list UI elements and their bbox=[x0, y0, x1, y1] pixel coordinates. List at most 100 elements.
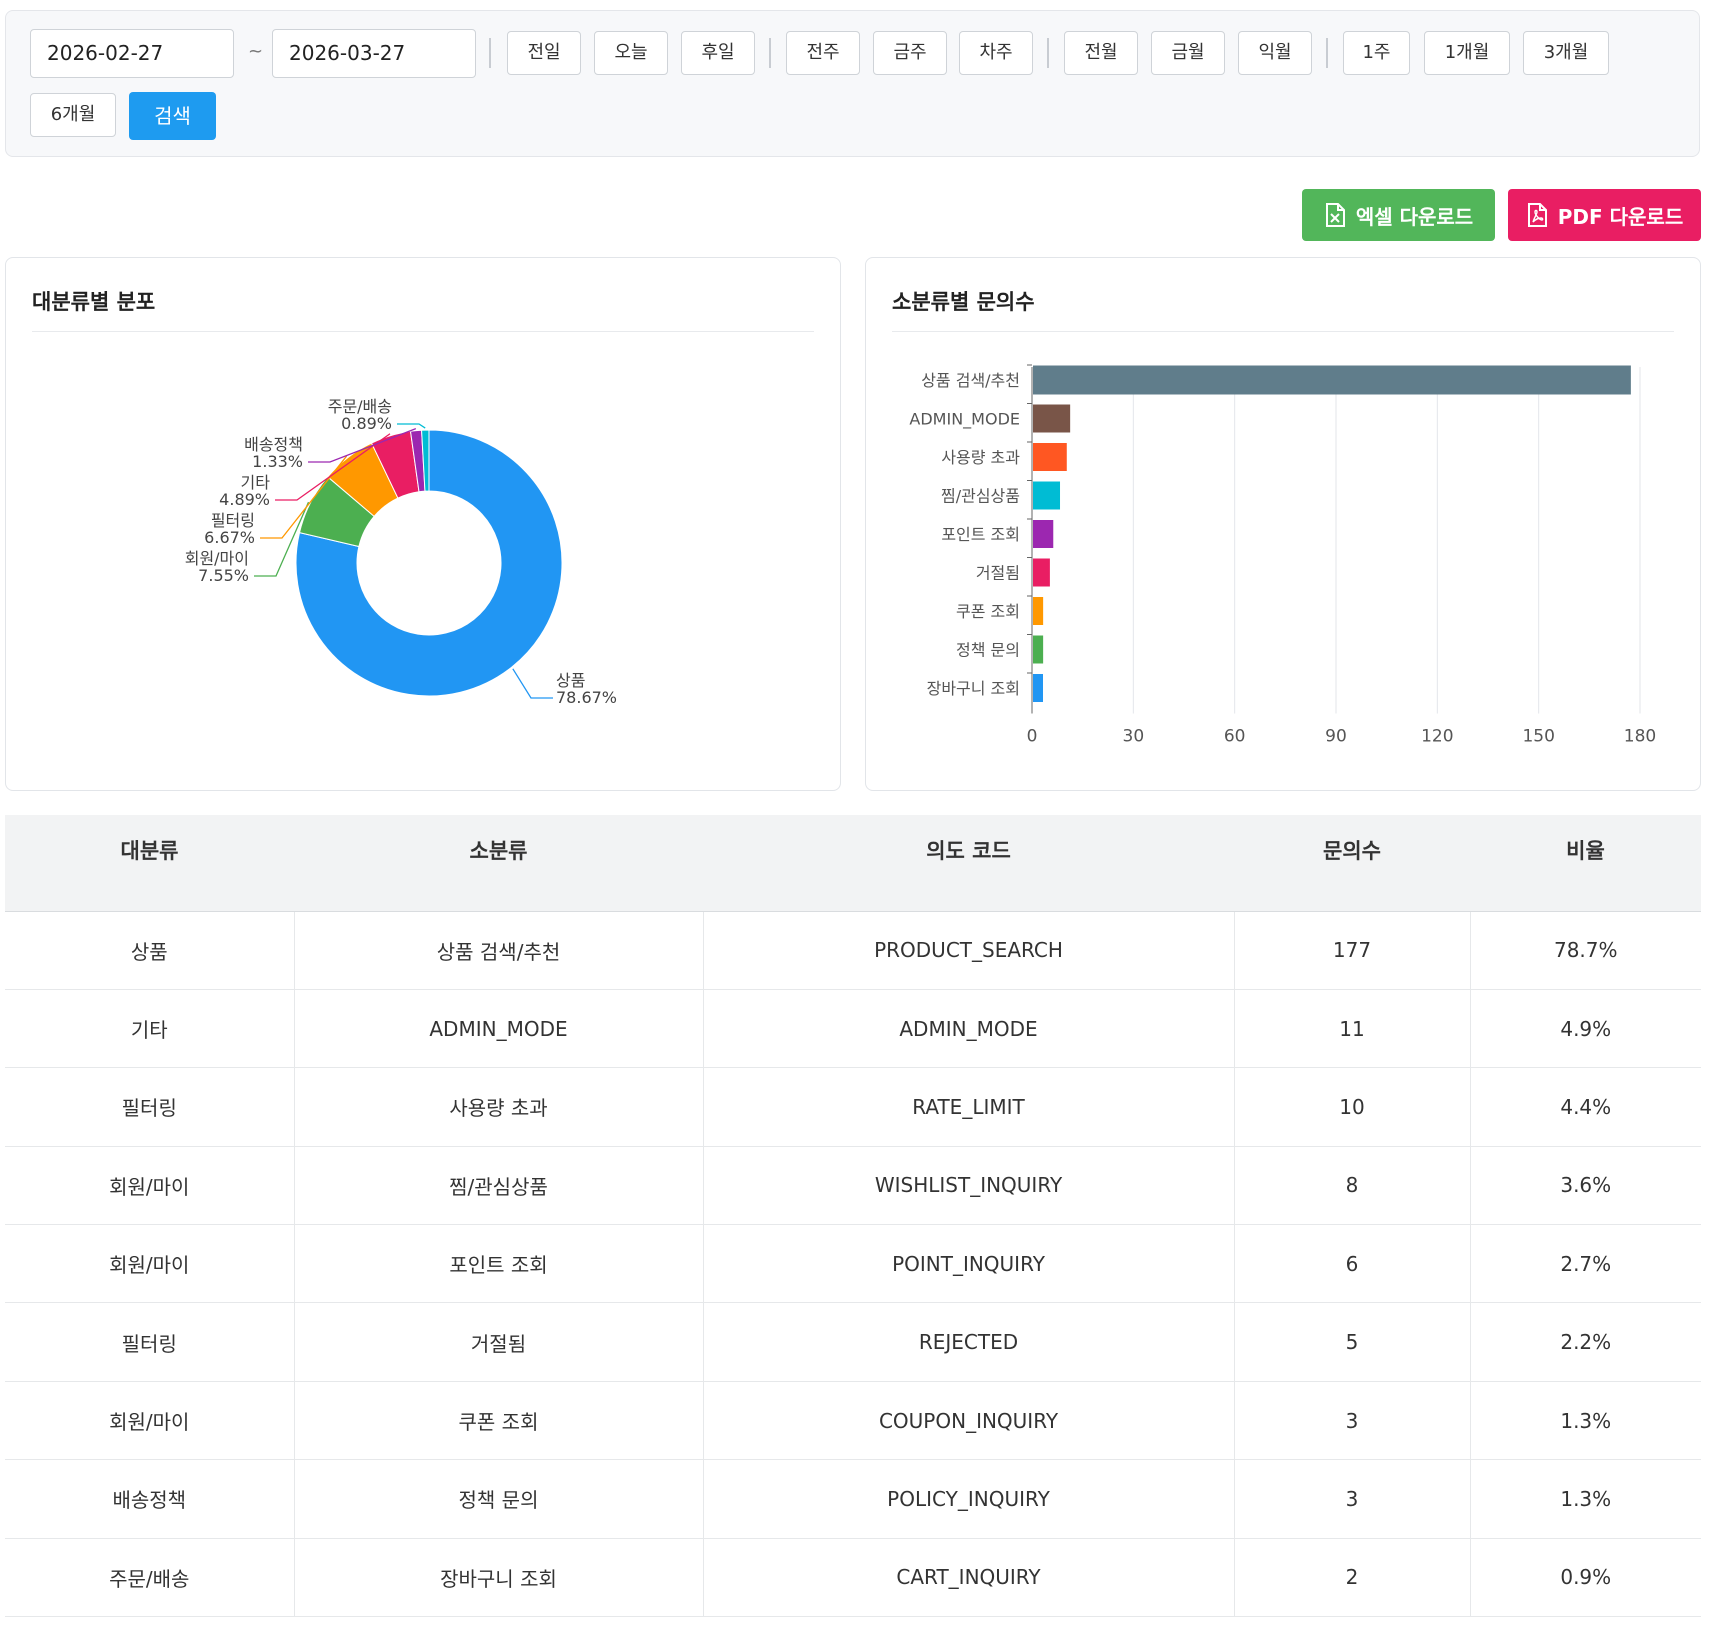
bar-chart-x-tick-label: 60 bbox=[1224, 727, 1246, 747]
ratio-cell: 1.3% bbox=[1470, 1381, 1701, 1461]
subcategory-count-title: 소분류별 문의수 bbox=[892, 290, 1035, 314]
sub-category-cell: 장바구니 조회 bbox=[294, 1538, 704, 1618]
header-ratio: 비율 bbox=[1470, 815, 1701, 912]
six-month-button[interactable]: 6개월 bbox=[30, 93, 116, 137]
subcategory-count-card: 소분류별 문의수 0 30 60 90 120 150 180 상품 검색/추천 ADMIN_M… bbox=[865, 257, 1701, 791]
card-divider bbox=[892, 331, 1674, 332]
header-sub-category: 소분류 bbox=[294, 815, 703, 912]
major-category-cell: 필터링 bbox=[5, 1067, 295, 1147]
sub-category-cell: 사용량 초과 bbox=[294, 1067, 704, 1147]
header-intent-code: 의도 코드 bbox=[703, 815, 1234, 912]
separator bbox=[769, 38, 771, 68]
bar-chart-bar[interactable] bbox=[1033, 558, 1050, 587]
bar-chart-bar[interactable] bbox=[1033, 520, 1054, 548]
table-row: 상품 상품 검색/추천 PRODUCT_SEARCH 177 78.7% bbox=[5, 911, 1701, 990]
next-day-button[interactable]: 후일 bbox=[681, 31, 755, 75]
sub-category-cell: 찜/관심상품 bbox=[294, 1146, 704, 1226]
this-week-button[interactable]: 금주 bbox=[873, 31, 947, 75]
category-distribution-title: 대분류별 분포 bbox=[32, 290, 156, 314]
prev-day-button[interactable]: 전일 bbox=[507, 31, 581, 75]
major-category-cell: 주문/배송 bbox=[5, 1538, 295, 1618]
bar-chart-bar[interactable] bbox=[1033, 443, 1067, 471]
donut-slice-name-label: 회원/마이 bbox=[185, 549, 249, 568]
pdf-download-button[interactable]: PDF 다운로드 bbox=[1508, 189, 1701, 241]
excel-download-button[interactable]: 엑셀 다운로드 bbox=[1302, 189, 1495, 241]
major-category-cell: 배송정책 bbox=[5, 1459, 295, 1539]
bar-chart-bar[interactable] bbox=[1033, 597, 1044, 625]
three-month-button[interactable]: 3개월 bbox=[1523, 31, 1609, 75]
donut-slice-name-label: 상품 bbox=[556, 671, 585, 690]
major-category-cell: 기타 bbox=[5, 989, 295, 1069]
table-row: 배송정책 정책 문의 POLICY_INQUIRY 3 1.3% bbox=[5, 1459, 1701, 1539]
sub-category-cell: 정책 문의 bbox=[294, 1459, 704, 1539]
donut-slice-percent-label: 1.33% bbox=[252, 452, 303, 471]
category-distribution-card: 대분류별 분포 상품 78.67% 회원/마이 7.55% 필터링 6.67% 기타 4.89… bbox=[5, 257, 841, 791]
bar-chart-bar[interactable] bbox=[1033, 481, 1061, 510]
intent-code-cell: ADMIN_MODE bbox=[703, 989, 1235, 1069]
excel-file-icon bbox=[1325, 203, 1345, 227]
table-header-row: 대분류 소분류 의도 코드 문의수 비율 bbox=[5, 815, 1701, 912]
inquiry-count-cell: 11 bbox=[1234, 989, 1471, 1069]
intent-code-cell: POINT_INQUIRY bbox=[703, 1224, 1235, 1304]
sub-category-cell: 포인트 조회 bbox=[294, 1224, 704, 1304]
next-week-button[interactable]: 차주 bbox=[959, 31, 1033, 75]
bar-chart-bar[interactable] bbox=[1033, 635, 1044, 664]
intent-code-cell: RATE_LIMIT bbox=[703, 1067, 1235, 1147]
table-row: 주문/배송 장바구니 조회 CART_INQUIRY 2 0.9% bbox=[5, 1538, 1701, 1618]
donut-label-leader-line bbox=[254, 501, 310, 577]
intent-code-cell: POLICY_INQUIRY bbox=[703, 1459, 1235, 1539]
bar-chart-category-label: 쿠폰 조회 bbox=[956, 602, 1020, 621]
intent-code-cell: PRODUCT_SEARCH bbox=[703, 911, 1235, 990]
inquiry-count-cell: 177 bbox=[1234, 911, 1471, 990]
bar-chart-bar[interactable] bbox=[1033, 404, 1071, 433]
next-month-button[interactable]: 익월 bbox=[1238, 31, 1312, 75]
donut-slice[interactable] bbox=[295, 429, 563, 697]
table-row: 필터링 거절됨 REJECTED 5 2.2% bbox=[5, 1302, 1701, 1382]
ratio-cell: 4.9% bbox=[1470, 989, 1701, 1069]
intent-code-cell: WISHLIST_INQUIRY bbox=[703, 1146, 1235, 1226]
donut-label-leader-line bbox=[397, 423, 426, 429]
bar-chart-bar[interactable] bbox=[1033, 674, 1043, 702]
today-button[interactable]: 오늘 bbox=[594, 31, 668, 75]
bar-chart-category-label: 찜/관심상품 bbox=[941, 487, 1020, 506]
pdf-download-label: PDF 다운로드 bbox=[1557, 204, 1684, 229]
start-date-input[interactable]: 2026-02-27 bbox=[30, 29, 234, 78]
header-inquiry-count: 문의수 bbox=[1234, 815, 1470, 912]
inquiry-count-cell: 3 bbox=[1234, 1459, 1471, 1539]
donut-slice-percent-label: 7.55% bbox=[198, 566, 249, 585]
inquiry-count-cell: 5 bbox=[1234, 1302, 1471, 1382]
prev-week-button[interactable]: 전주 bbox=[786, 31, 860, 75]
inquiry-count-cell: 8 bbox=[1234, 1146, 1471, 1226]
ratio-cell: 1.3% bbox=[1470, 1459, 1701, 1539]
search-button[interactable]: 검색 bbox=[129, 92, 216, 140]
one-month-button[interactable]: 1개월 bbox=[1424, 31, 1510, 75]
inquiry-count-cell: 2 bbox=[1234, 1538, 1471, 1618]
bar-chart-category-label: ADMIN_MODE bbox=[909, 410, 1020, 430]
bar-chart-x-tick-label: 90 bbox=[1325, 727, 1347, 747]
bar-chart-category-label: 정책 문의 bbox=[956, 641, 1020, 660]
table-row: 필터링 사용량 초과 RATE_LIMIT 10 4.4% bbox=[5, 1067, 1701, 1147]
prev-month-button[interactable]: 전월 bbox=[1064, 31, 1138, 75]
this-month-button[interactable]: 금월 bbox=[1151, 31, 1225, 75]
ratio-cell: 0.9% bbox=[1470, 1538, 1701, 1618]
bar-chart-x-tick-label: 180 bbox=[1624, 727, 1656, 747]
end-date-input[interactable]: 2026-03-27 bbox=[272, 29, 476, 78]
inquiry-count-cell: 3 bbox=[1234, 1381, 1471, 1461]
major-category-cell: 회원/마이 bbox=[5, 1224, 295, 1304]
bar-chart-bar[interactable] bbox=[1033, 365, 1631, 395]
donut-label-leader-line bbox=[275, 433, 391, 501]
one-week-button[interactable]: 1주 bbox=[1343, 31, 1410, 75]
excel-download-label: 엑셀 다운로드 bbox=[1355, 204, 1474, 229]
inquiry-count-cell: 10 bbox=[1234, 1067, 1471, 1147]
donut-slice[interactable] bbox=[421, 429, 430, 492]
separator bbox=[1047, 38, 1049, 68]
major-category-cell: 회원/마이 bbox=[5, 1146, 295, 1226]
sub-category-cell: 상품 검색/추천 bbox=[294, 911, 704, 990]
ratio-cell: 3.6% bbox=[1470, 1146, 1701, 1226]
intent-code-cell: CART_INQUIRY bbox=[703, 1538, 1235, 1618]
table-row: 회원/마이 쿠폰 조회 COUPON_INQUIRY 3 1.3% bbox=[5, 1381, 1701, 1461]
card-divider bbox=[32, 331, 814, 332]
table-row: 회원/마이 찜/관심상품 WISHLIST_INQUIRY 8 3.6% bbox=[5, 1146, 1701, 1226]
major-category-cell: 상품 bbox=[5, 911, 295, 990]
